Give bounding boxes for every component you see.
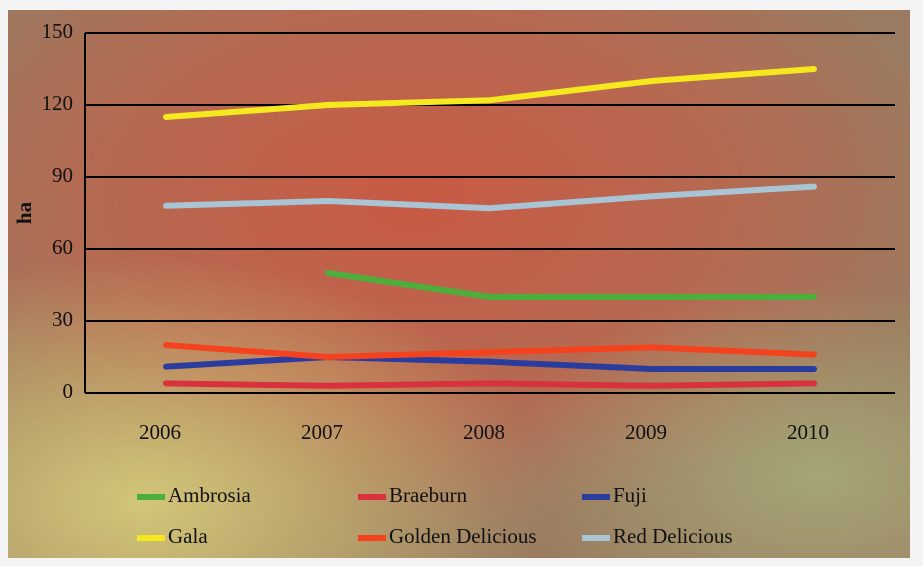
y-tick-label: 60: [52, 235, 73, 259]
y-tick-label: 30: [52, 307, 73, 331]
y-axis-label: ha: [12, 201, 36, 224]
background-photo: [8, 10, 910, 558]
legend-label: Gala: [168, 524, 208, 548]
x-tick-label: 2006: [139, 420, 181, 444]
y-tick-label: 90: [52, 163, 73, 187]
x-tick-label: 2010: [787, 420, 829, 444]
legend-label: Red Delicious: [613, 524, 733, 548]
x-tick-label: 2007: [301, 420, 343, 444]
y-tick-label: 0: [63, 379, 74, 403]
legend-label: Ambrosia: [168, 483, 252, 507]
series-line: [163, 66, 817, 120]
series-line: [163, 380, 817, 389]
x-tick-label: 2009: [625, 420, 667, 444]
x-tick-label: 2008: [463, 420, 505, 444]
series-line: [163, 183, 817, 212]
legend-label: Golden Delicious: [389, 524, 537, 548]
series-line: [163, 354, 817, 372]
y-tick-label: 150: [42, 19, 74, 43]
series-line: [325, 270, 817, 300]
series-line: [163, 342, 817, 360]
legend-label: Braeburn: [389, 483, 468, 507]
legend-label: Fuji: [613, 483, 647, 507]
y-tick-label: 120: [42, 91, 74, 115]
